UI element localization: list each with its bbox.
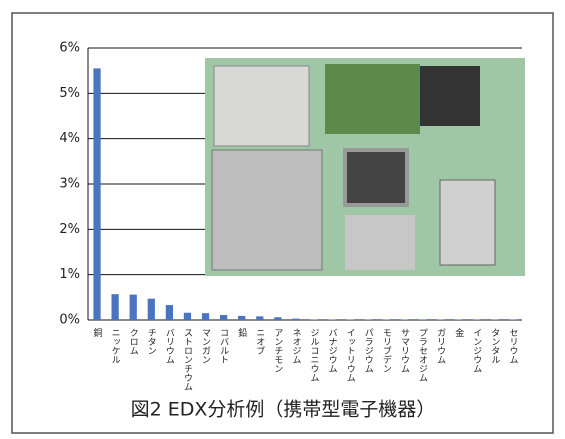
y-tick-label: 0%	[59, 313, 80, 328]
x-tick-label: ネオジム	[290, 328, 301, 364]
x-tick-label: 鉛	[236, 327, 247, 338]
caption: 図2 EDX分析例（携帯型電子機器）	[131, 399, 436, 421]
bar	[274, 317, 281, 320]
bar	[238, 316, 245, 320]
bar	[292, 319, 299, 320]
y-tick-label: 2%	[59, 222, 80, 237]
x-tick-label: コバルト	[218, 328, 229, 364]
bar	[130, 295, 137, 320]
x-tick-label: ガリウム	[435, 328, 446, 364]
bar	[112, 294, 119, 320]
x-tick-label: ストロンチウム	[182, 328, 193, 391]
x-tick-label: アンチモン	[272, 328, 283, 373]
bar	[202, 313, 209, 320]
x-tick-label: タンタル	[489, 328, 500, 364]
x-tick-label: サマリウム	[399, 328, 410, 373]
bar	[93, 68, 100, 320]
bar	[256, 316, 263, 320]
bar	[220, 315, 227, 320]
bar	[166, 305, 173, 320]
x-tick-label: ニオブ	[254, 328, 265, 355]
y-tick-label: 3%	[59, 177, 80, 192]
x-tick-label: セリウム	[507, 328, 518, 364]
y-tick-label: 5%	[59, 86, 80, 101]
x-tick-label: マンガン	[200, 328, 211, 364]
x-tick-label: プラセオジム	[417, 328, 428, 382]
y-tick-label: 1%	[59, 267, 80, 282]
x-tick-label: モリブデン	[381, 328, 392, 373]
x-tick-label: ジルコニウム	[309, 328, 320, 382]
x-tick-label: 金	[453, 327, 464, 337]
x-tick-label: ニッケル	[110, 328, 121, 364]
x-tick-label: 銅	[92, 327, 103, 337]
bar	[184, 313, 191, 320]
x-tick-label: チタン	[146, 328, 157, 355]
x-tick-label: インジウム	[471, 328, 482, 373]
y-tick-label: 4%	[59, 131, 80, 146]
x-tick-label: バナジウム	[327, 328, 338, 373]
y-tick-label: 6%	[59, 41, 80, 56]
bar	[148, 299, 155, 320]
x-tick-label: バリウム	[164, 328, 175, 364]
x-tick-label: パラジウム	[363, 328, 374, 373]
x-tick-label: クロム	[128, 328, 139, 355]
x-tick-label: イットリウム	[345, 328, 356, 382]
photo	[205, 58, 525, 276]
